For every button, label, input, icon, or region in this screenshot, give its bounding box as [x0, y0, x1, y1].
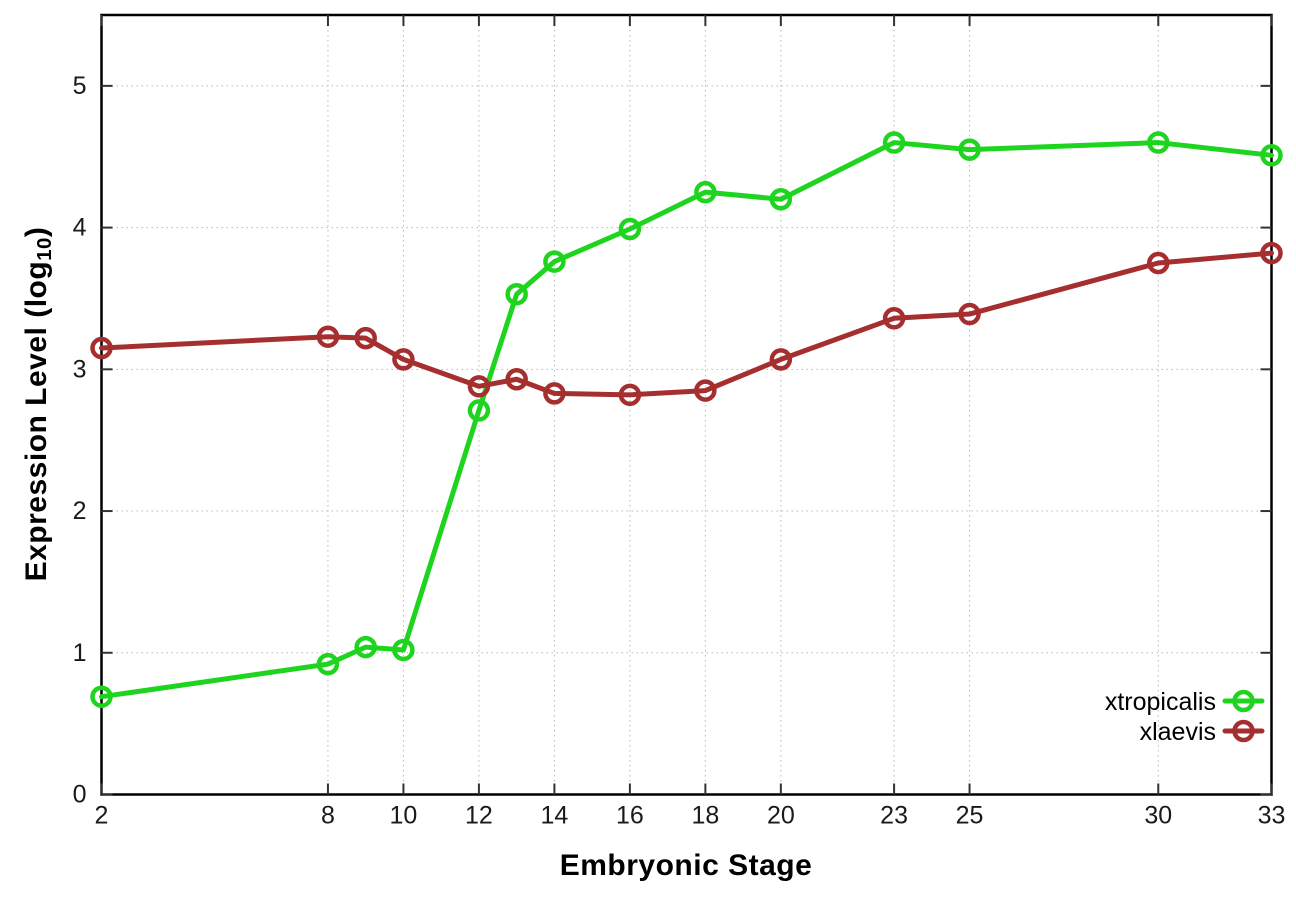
- x-tick-label: 18: [691, 802, 719, 830]
- y-tick-label: 5: [73, 72, 87, 100]
- data-point-xlaevis: [316, 325, 340, 348]
- data-point-xtropicalis: [1147, 131, 1170, 154]
- data-point-xtropicalis: [392, 638, 415, 662]
- legend-marker-xtropicalis: [1232, 689, 1255, 713]
- x-tick-label: 2: [95, 802, 109, 830]
- data-point-xlaevis: [694, 379, 717, 402]
- series-line-xlaevis: [99, 250, 1274, 398]
- x-tick-label: 8: [321, 802, 335, 830]
- data-point-xtropicalis: [618, 217, 642, 241]
- data-point-xlaevis: [1260, 241, 1283, 265]
- data-point-xlaevis: [90, 336, 113, 360]
- data-point-xlaevis: [543, 382, 566, 405]
- y-tick-label: 0: [73, 781, 87, 809]
- x-tick-label: 23: [880, 802, 908, 830]
- data-point-xtropicalis: [467, 399, 491, 422]
- data-point-xtropicalis: [505, 282, 528, 306]
- y-axis-title-subscript: 10: [34, 237, 57, 261]
- y-tick-label: 2: [73, 497, 87, 525]
- x-tick-label: 20: [767, 802, 795, 830]
- tick-marks: [100, 15, 1273, 796]
- x-tick-label: 33: [1258, 802, 1286, 830]
- series-xtropicalis: [90, 131, 1283, 708]
- legend-label-xtropicalis: xtropicalis: [1105, 688, 1216, 716]
- x-axis-title: Embryonic Stage: [560, 849, 813, 883]
- y-axis-title: Expression Level (log10): [20, 226, 57, 582]
- series-line-xtropicalis: [99, 140, 1274, 700]
- data-point-xtropicalis: [90, 685, 113, 708]
- gridlines: [101, 15, 1272, 795]
- y-tick-label: 3: [73, 355, 87, 383]
- y-tick-label: 1: [73, 639, 87, 667]
- data-point-xlaevis: [618, 383, 642, 407]
- data-point-xlaevis: [882, 307, 906, 330]
- x-tick-label: 16: [616, 802, 644, 830]
- legend-label-xlaevis: xlaevis: [1140, 718, 1216, 746]
- x-axis-title-text: Embryonic Stage: [559, 849, 813, 882]
- data-point-xtropicalis: [543, 250, 566, 273]
- data-point-xlaevis: [769, 348, 793, 371]
- data-point-xlaevis: [467, 375, 491, 398]
- x-tick-label: 10: [390, 802, 418, 830]
- plot-border: [100, 13, 1273, 796]
- data-point-xtropicalis: [882, 131, 906, 154]
- y-axis-title-suffix: ): [20, 226, 53, 238]
- x-tick-label: 12: [465, 802, 493, 830]
- x-tick-labels: 2 8 10 12 14 16 18 20 23 25 30 33: [95, 802, 1286, 830]
- data-point-xlaevis: [354, 326, 377, 350]
- data-point-xtropicalis: [1260, 144, 1283, 167]
- data-point-xtropicalis: [316, 652, 340, 676]
- data-point-xtropicalis: [958, 138, 981, 161]
- x-tick-label: 25: [956, 802, 984, 830]
- data-point-xlaevis: [958, 302, 981, 326]
- legend-marker-xlaevis: [1232, 719, 1255, 743]
- y-tick-labels: 0 1 2 3 4 5: [73, 72, 87, 809]
- data-point-xlaevis: [392, 348, 415, 371]
- data-point-xtropicalis: [769, 187, 793, 211]
- data-point-xtropicalis: [354, 635, 377, 659]
- y-axis-title-text: Expression Level (log: [20, 260, 53, 582]
- data-point-xtropicalis: [694, 180, 717, 204]
- x-tick-label: 14: [540, 802, 568, 830]
- data-point-xlaevis: [505, 367, 528, 391]
- series-xlaevis: [90, 241, 1283, 407]
- x-tick-label: 30: [1144, 802, 1172, 830]
- data-point-xlaevis: [1147, 251, 1170, 275]
- y-tick-label: 4: [73, 214, 87, 242]
